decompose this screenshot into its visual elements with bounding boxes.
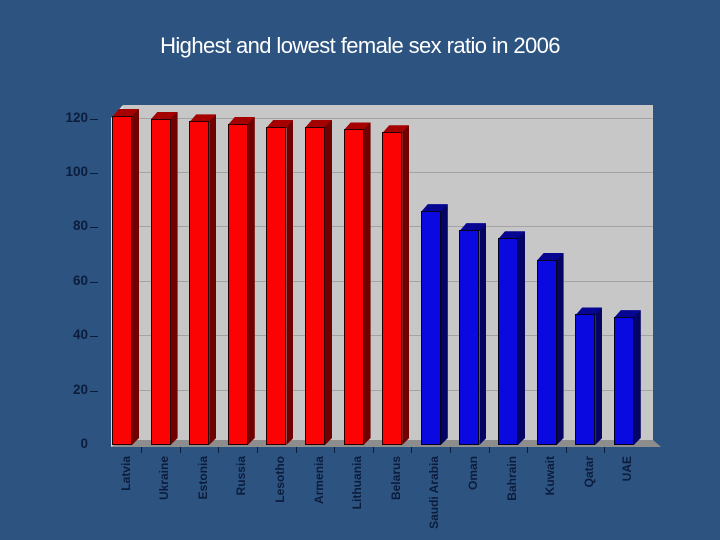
bar-top-face: [459, 223, 487, 232]
bar-side-face: [171, 112, 178, 445]
bar-front-face: [150, 118, 171, 445]
bar-front-face: [343, 129, 364, 445]
bar-side-face: [209, 114, 216, 445]
category-tick: [411, 447, 413, 453]
category-tick: [372, 447, 374, 453]
x-label-uae: UAE: [620, 456, 635, 482]
bar-front-face: [575, 314, 596, 445]
x-label-latvia: Latvia: [118, 456, 133, 491]
bar-top-face: [498, 231, 525, 240]
bar-top-face: [613, 310, 641, 319]
bar-front-face: [112, 115, 132, 445]
chart-title: Highest and lowest female sex ratio in 2…: [160, 33, 560, 58]
y-tick-mark-120: [90, 118, 98, 120]
bar-front-face: [189, 121, 210, 445]
y-tick-label-20: 20: [72, 381, 88, 397]
y-tick-mark-80: [90, 227, 98, 229]
bar-side-face: [518, 231, 525, 445]
x-label-belarus: Belarus: [388, 456, 403, 501]
bar-front-face: [266, 126, 287, 445]
bar-top-face: [150, 111, 178, 120]
x-label-qatar: Qatar: [581, 456, 596, 488]
bar-front-face: [227, 124, 248, 445]
x-label-lesotho: Lesotho: [272, 456, 287, 503]
category-tick: [334, 447, 336, 453]
bar-side-face: [132, 109, 139, 445]
category-tick: [527, 447, 529, 453]
bar-side-face: [479, 223, 486, 445]
bar-top-face: [305, 119, 332, 128]
bar-top-face: [112, 108, 139, 117]
x-label-ukraine: Ukraine: [157, 456, 172, 501]
category-tick: [141, 447, 143, 453]
x-label-estonia: Estonia: [195, 456, 210, 500]
bar-front-face: [536, 260, 557, 445]
x-label-russia: Russia: [234, 456, 249, 496]
bar-front-face: [305, 126, 325, 445]
category-tick: [218, 447, 220, 453]
category-tick: [604, 447, 606, 453]
category-tick: [449, 447, 451, 453]
y-tick-label-100: 100: [65, 164, 88, 179]
y-tick-label-80: 80: [72, 218, 88, 234]
bar-top-face: [227, 117, 255, 126]
bar-side-face: [325, 120, 332, 445]
category-tick: [256, 447, 258, 453]
bar-top-face: [382, 125, 410, 134]
bar-front-face: [459, 230, 480, 445]
x-label-kuwait: Kuwait: [543, 456, 558, 496]
bar-top-face: [266, 119, 294, 128]
bar-top-face: [343, 122, 371, 131]
y-tick-mark-100: [90, 173, 98, 174]
bar-front-face: [420, 211, 441, 445]
bar-top-face: [420, 204, 448, 213]
bar-front-face: [613, 317, 634, 445]
bar-top-face: [189, 114, 217, 123]
category-tick: [295, 447, 297, 453]
category-tick: [488, 447, 490, 453]
x-label-lithuania: Lithuania: [350, 456, 365, 510]
bar-front-face: [498, 238, 518, 445]
y-tick-label-60: 60: [72, 272, 88, 288]
y-tick-label-120: 120: [65, 109, 88, 125]
category-tick: [179, 447, 181, 453]
category-tick: [565, 447, 567, 453]
bar-side-face: [441, 204, 448, 445]
bar-side-face: [364, 122, 371, 445]
x-label-saudi-arabia: Saudi Arabia: [427, 456, 442, 529]
bar-side-face: [402, 125, 409, 445]
y-tick-label-0: 0: [80, 436, 88, 451]
bar-side-face: [557, 253, 564, 445]
y-tick-mark-20: [90, 390, 98, 392]
bar-side-face: [595, 307, 602, 445]
gridline-120: [123, 117, 653, 119]
x-label-bahrain: Bahrain: [504, 456, 519, 501]
bar-top-face: [575, 307, 603, 316]
bar-side-face: [248, 117, 255, 445]
x-label-armenia: Armenia: [311, 456, 326, 505]
y-tick-mark-40: [90, 336, 98, 338]
y-tick-label-40: 40: [72, 327, 88, 343]
y-tick-mark-60: [90, 281, 98, 283]
x-label-oman: Oman: [465, 456, 480, 491]
bar-top-face: [536, 253, 564, 262]
bar-front-face: [382, 132, 403, 445]
bar-side-face: [634, 310, 641, 445]
bar-side-face: [286, 120, 293, 445]
